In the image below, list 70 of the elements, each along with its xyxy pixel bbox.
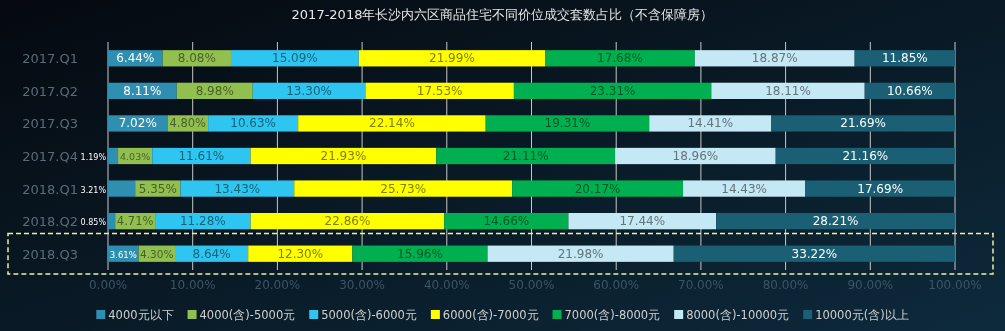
legend-label: 4000(含)-5000元 bbox=[199, 308, 296, 322]
data-label: 11.61% bbox=[178, 149, 225, 163]
data-label: 18.96% bbox=[672, 149, 719, 163]
x-tick-label: 20.00% bbox=[254, 278, 301, 292]
data-label: 11.28% bbox=[179, 214, 226, 229]
chart-title: 2017-2018年长沙内六区商品住宅不同价位成交套数占比（不含保障房） bbox=[291, 7, 714, 22]
data-label: 14.41% bbox=[687, 116, 734, 131]
y-tick-label: 2017.Q3 bbox=[22, 116, 78, 132]
data-label: 14.66% bbox=[483, 214, 530, 229]
x-tick-label: 40.00% bbox=[423, 278, 470, 292]
data-label: 3.61% bbox=[109, 249, 137, 260]
data-label: 18.11% bbox=[765, 83, 811, 98]
data-label: 12.30% bbox=[277, 246, 324, 261]
data-label: 21.93% bbox=[320, 149, 367, 163]
data-label: 28.21% bbox=[812, 214, 859, 229]
data-label: 1.19% bbox=[80, 153, 107, 162]
data-label: 22.86% bbox=[324, 214, 371, 229]
data-label: 21.98% bbox=[557, 246, 604, 261]
y-tick-label: 2018.Q1 bbox=[22, 181, 78, 197]
data-label: 4.03% bbox=[120, 151, 151, 162]
y-tick-label: 2018.Q2 bbox=[22, 214, 78, 230]
data-label: 13.43% bbox=[214, 181, 261, 196]
data-label: 13.30% bbox=[286, 83, 332, 98]
data-label: 8.11% bbox=[123, 83, 162, 98]
data-label: 17.44% bbox=[619, 214, 666, 229]
data-label: 18.87% bbox=[751, 51, 798, 66]
legend-label: 5000(含)-6000元 bbox=[321, 308, 417, 322]
data-label: 6.44% bbox=[116, 51, 155, 66]
data-label: 21.11% bbox=[502, 149, 549, 163]
data-label: 21.16% bbox=[842, 149, 889, 163]
legend-label: 10000元(含)以上 bbox=[815, 308, 909, 322]
data-label: 7.02% bbox=[118, 116, 157, 131]
x-tick-label: 0.00% bbox=[88, 278, 128, 292]
data-label: 25.73% bbox=[380, 181, 427, 196]
data-label: 22.14% bbox=[369, 116, 415, 131]
data-label: 19.31% bbox=[544, 116, 591, 131]
data-label: 4.71% bbox=[116, 214, 154, 229]
y-tick-label: 2017.Q2 bbox=[22, 83, 78, 99]
x-tick-label: 50.00% bbox=[508, 278, 555, 292]
data-label: 8.08% bbox=[177, 51, 216, 66]
data-label: 10.63% bbox=[230, 116, 277, 131]
data-label: 4.30% bbox=[140, 247, 174, 260]
data-label: 33.22% bbox=[791, 246, 838, 261]
data-label: 4.80% bbox=[169, 116, 207, 131]
data-label: 21.69% bbox=[840, 116, 887, 131]
data-label: 17.53% bbox=[416, 83, 463, 98]
legend-label: 8000(含)-10000元 bbox=[686, 308, 790, 322]
data-label: 8.98% bbox=[195, 83, 234, 98]
data-label: 15.09% bbox=[272, 51, 318, 66]
data-label: 20.17% bbox=[574, 181, 621, 196]
data-label: 17.68% bbox=[597, 51, 643, 66]
data-label: 15.96% bbox=[397, 246, 443, 261]
legend-label: 6000(含)-7000元 bbox=[442, 308, 539, 322]
data-label: 17.69% bbox=[857, 181, 904, 196]
legend-label: 4000元以下 bbox=[108, 308, 174, 322]
y-tick-label: 2017.Q4 bbox=[22, 149, 78, 164]
data-label: 11.85% bbox=[881, 51, 928, 66]
data-label: 10.66% bbox=[886, 83, 933, 98]
data-label: 21.99% bbox=[429, 51, 475, 66]
data-label: 0.85% bbox=[80, 218, 107, 228]
x-tick-label: 10.00% bbox=[169, 278, 216, 292]
data-label: 3.21% bbox=[80, 185, 107, 195]
data-label: 8.64% bbox=[192, 246, 231, 261]
data-label: 14.43% bbox=[721, 181, 768, 196]
legend-label: 7000(含)-8000元 bbox=[564, 308, 661, 322]
y-tick-label: 2018.Q3 bbox=[22, 246, 78, 262]
data-label: 23.31% bbox=[589, 83, 636, 98]
x-tick-label: 30.00% bbox=[339, 278, 385, 292]
y-tick-label: 2017.Q1 bbox=[22, 51, 78, 67]
data-label: 5.35% bbox=[138, 181, 177, 196]
